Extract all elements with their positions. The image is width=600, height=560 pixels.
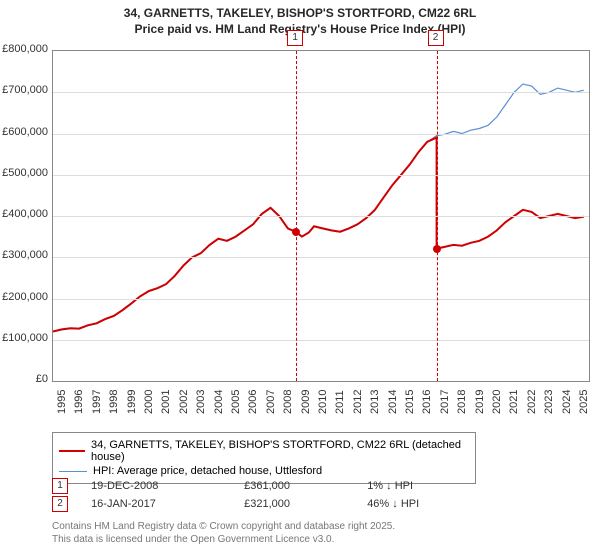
x-tick-label: 2024	[561, 390, 573, 414]
sale-pct-2: 46% ↓ HPI	[367, 498, 447, 510]
x-tick-label: 2015	[404, 390, 416, 414]
x-tick-label: 2005	[230, 390, 242, 414]
legend-row-hpi: HPI: Average price, detached house, Uttl…	[59, 465, 469, 477]
y-tick-label: £300,000	[0, 249, 48, 261]
x-tick-label: 2025	[578, 390, 590, 414]
footnote: Contains HM Land Registry data © Crown c…	[52, 520, 395, 546]
x-tick-label: 1999	[126, 390, 138, 414]
sale-point-dot	[292, 228, 300, 236]
x-tick-label: 2018	[456, 390, 468, 414]
x-tick-label: 2013	[369, 390, 381, 414]
sale-marker-box: 1	[287, 30, 303, 46]
x-tick-label: 2002	[178, 390, 190, 414]
x-tick-label: 1997	[91, 390, 103, 414]
sale-price-2: £321,000	[244, 498, 364, 510]
chart-container: 34, GARNETTS, TAKELEY, BISHOP'S STORTFOR…	[0, 0, 600, 560]
sale-price-1: £361,000	[244, 480, 364, 492]
y-tick-label: £500,000	[0, 167, 48, 179]
x-tick-label: 2019	[474, 390, 486, 414]
y-tick-label: £800,000	[0, 43, 48, 55]
x-tick-label: 1998	[108, 390, 120, 414]
sale-point-dot	[433, 245, 441, 253]
gridline	[53, 92, 589, 93]
sale-row-1: 1 19-DEC-2008 £361,000 1% ↓ HPI	[52, 478, 447, 496]
legend-row-price-paid: 34, GARNETTS, TAKELEY, BISHOP'S STORTFOR…	[59, 439, 469, 463]
y-tick-label: £400,000	[0, 208, 48, 220]
x-tick-label: 2006	[247, 390, 259, 414]
y-tick-label: £0	[0, 373, 48, 385]
x-tick-label: 2021	[508, 390, 520, 414]
x-tick-label: 2011	[334, 390, 346, 414]
sale-marker-line	[296, 51, 297, 381]
arrow-down-icon: ↓	[386, 480, 392, 492]
footnote-line1: Contains HM Land Registry data © Crown c…	[52, 521, 395, 532]
arrow-down-icon: ↓	[392, 498, 398, 510]
sale-marker-2: 2	[52, 496, 68, 512]
x-tick-label: 2020	[491, 390, 503, 414]
title-line1: 34, GARNETTS, TAKELEY, BISHOP'S STORTFOR…	[124, 6, 476, 20]
legend-label-hpi: HPI: Average price, detached house, Uttl…	[93, 465, 322, 477]
x-tick-label: 2000	[143, 390, 155, 414]
x-tick-label: 2017	[439, 390, 451, 414]
legend-swatch-hpi	[59, 471, 87, 472]
gridline	[53, 134, 589, 135]
x-tick-label: 2012	[352, 390, 364, 414]
x-tick-label: 2003	[195, 390, 207, 414]
x-tick-label: 1995	[56, 390, 68, 414]
x-tick-label: 2016	[421, 390, 433, 414]
x-tick-label: 2008	[282, 390, 294, 414]
sale-date-2: 16-JAN-2017	[91, 498, 241, 510]
x-tick-label: 2007	[265, 390, 277, 414]
series-hpi	[53, 84, 584, 332]
sale-marker-box: 2	[428, 30, 444, 46]
sale-date-1: 19-DEC-2008	[91, 480, 241, 492]
sale-pct-1: 1% ↓ HPI	[367, 480, 447, 492]
sale-row-2: 2 16-JAN-2017 £321,000 46% ↓ HPI	[52, 496, 447, 514]
y-tick-label: £700,000	[0, 84, 48, 96]
footnote-line2: This data is licensed under the Open Gov…	[52, 534, 334, 545]
gridline	[53, 257, 589, 258]
gridline	[53, 216, 589, 217]
x-tick-label: 2014	[387, 390, 399, 414]
legend-swatch-price-paid	[59, 450, 85, 452]
gridline	[53, 299, 589, 300]
legend-label-price-paid: 34, GARNETTS, TAKELEY, BISHOP'S STORTFOR…	[91, 439, 469, 463]
y-tick-label: £600,000	[0, 126, 48, 138]
sale-marker-line	[437, 51, 438, 381]
sale-marker-1: 1	[52, 478, 68, 494]
series-price_paid	[53, 138, 584, 332]
x-tick-label: 2001	[160, 390, 172, 414]
gridline	[53, 340, 589, 341]
sales-table: 1 19-DEC-2008 £361,000 1% ↓ HPI 2 16-JAN…	[52, 478, 447, 514]
gridline	[53, 175, 589, 176]
x-tick-label: 2004	[213, 390, 225, 414]
legend: 34, GARNETTS, TAKELEY, BISHOP'S STORTFOR…	[52, 432, 476, 484]
x-tick-label: 2023	[543, 390, 555, 414]
y-tick-label: £100,000	[0, 332, 48, 344]
x-tick-label: 1996	[73, 390, 85, 414]
x-tick-label: 2022	[526, 390, 538, 414]
x-tick-label: 2009	[300, 390, 312, 414]
plot-area	[52, 50, 590, 382]
y-tick-label: £200,000	[0, 291, 48, 303]
x-tick-label: 2010	[317, 390, 329, 414]
